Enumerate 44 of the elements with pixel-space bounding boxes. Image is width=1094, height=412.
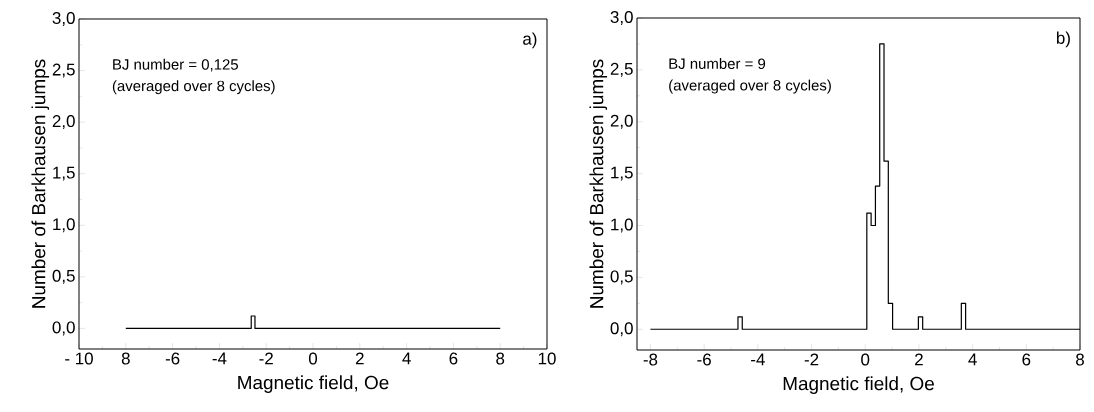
y-tick-label: 0,5 [610,270,633,285]
y-tick-label: 3,0 [610,11,633,25]
x-tick-label: 4 [968,353,977,366]
y-tick-label: 2,5 [52,63,75,78]
y-tick-label: 1,5 [53,166,75,181]
x-tick-label: 2 [355,352,364,365]
x-tick-label: 6 [449,352,458,365]
annotation: a) [523,32,537,49]
y-tick-label: 1,5 [611,166,633,181]
y-axis-title: Number of Barkhausen jumps [31,59,50,308]
x-tick-label: 2 [915,353,923,366]
y-tick-label: 3,0 [52,12,75,26]
annotation: BJ number = 9 [669,58,766,70]
x-tick-label: 8 [496,352,505,365]
x-tick-label: -2 [804,353,819,366]
y-tick-label: 2,0 [52,115,75,130]
annotation: (averaged over 8 cycles) [669,79,831,94]
x-tick-label: 10 [538,352,556,365]
y-tick-label: 2,0 [610,114,633,129]
x-tick-label: -4 [212,352,227,365]
y-tick-label: 0,5 [52,269,75,284]
annotation: (averaged over 8 cycles) [112,80,275,95]
annotation: BJ number = 0,125 [113,58,239,72]
x-tick-label: 8 [1076,353,1084,366]
x-tick-label: 0 [861,353,870,366]
y-tick-label: 0,0 [52,321,75,336]
x-tick-label: 0 [308,352,318,365]
y-tick-label: 2,5 [610,62,633,77]
y-tick-label: 1,0 [611,218,633,233]
x-axis-title: Magnetic field, Oe [238,375,389,393]
x-tick-label: -6 [697,353,711,366]
x-tick-label: -8 [643,353,658,366]
x-tick-label: -2 [259,352,273,365]
x-axis-title: Magnetic field, Oe [783,376,934,394]
y-tick-label: 0,0 [610,322,633,337]
x-tick-label: 8 [121,352,130,365]
x-tick-label: -6 [165,352,180,365]
x-tick-label: -4 [751,353,765,366]
y-tick-label: 1,0 [53,218,75,233]
x-tick-label: 6 [1022,353,1031,366]
x-tick-label: - 10 [65,352,93,365]
y-axis-title: Number of Barkhausen jumps [589,59,608,308]
x-tick-label: 4 [402,352,411,365]
annotation: b) [1056,31,1070,48]
